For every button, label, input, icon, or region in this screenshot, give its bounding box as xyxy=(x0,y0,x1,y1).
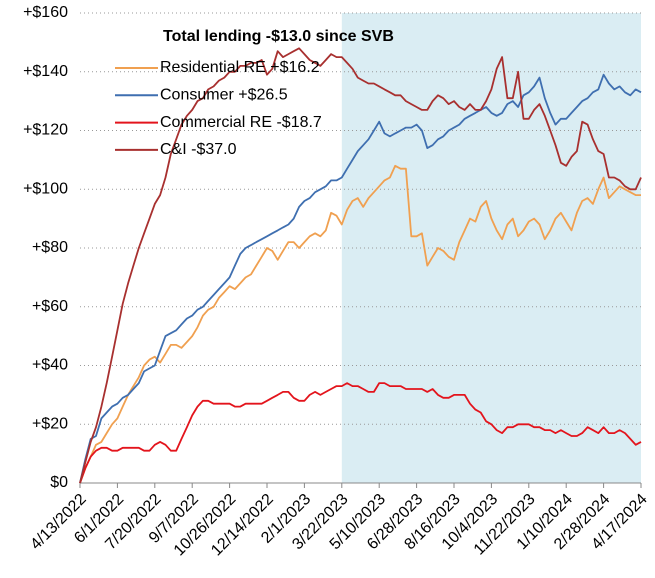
legend-label: Consumer +$26.5 xyxy=(160,87,288,104)
y-tick-label: $0 xyxy=(50,474,68,491)
y-tick-label: +$20 xyxy=(32,415,68,432)
legend-label: Residential RE +$16.2 xyxy=(160,59,320,76)
y-tick-label: +$120 xyxy=(23,122,68,139)
y-tick-label: +$40 xyxy=(32,357,68,374)
series-line xyxy=(79,47,642,484)
legend-title: Total lending -$13.0 since SVB xyxy=(163,28,394,45)
y-tick-label: +$100 xyxy=(23,180,68,197)
y-tick-label: +$80 xyxy=(32,239,68,256)
legend-label: Commercial RE -$18.7 xyxy=(160,114,322,131)
legend-label: C&I -$37.0 xyxy=(160,141,237,158)
series-line xyxy=(79,73,642,484)
y-tick-label: +$60 xyxy=(32,298,68,315)
series-line xyxy=(79,382,642,484)
series-line xyxy=(79,164,641,484)
y-tick-label: +$140 xyxy=(23,63,68,80)
y-tick-label: +$160 xyxy=(23,4,68,21)
